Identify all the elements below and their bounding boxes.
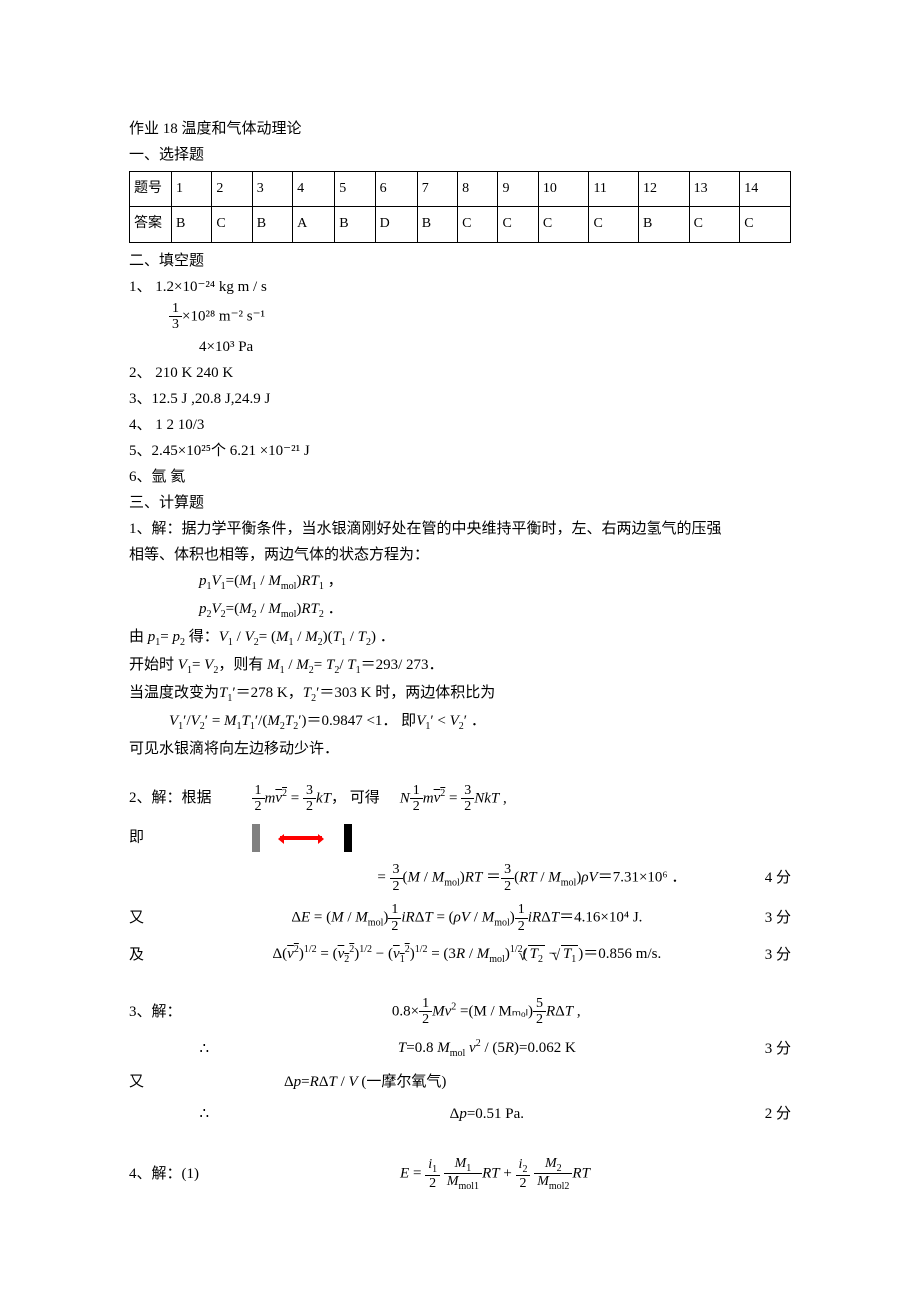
answer: B [252,207,292,242]
col-num: 6 [375,172,417,207]
calc3-eq2: ∴ T=0.8 Mmol v2 / (5R)=0.062 K 3 分 [129,1036,791,1062]
calc3-l3: 又 Δp=RΔT / V (一摩尔氧气) [129,1070,791,1094]
answer: C [538,207,589,242]
answer: C [498,207,538,242]
title: 作业 18 温度和气体动理论 [129,117,791,141]
calc1-l6: 可见水银滴将向左边移动少许． [129,737,791,761]
table-row-answers: 答案 B C B A B D B C C C C B C C [130,207,791,242]
col-num: 3 [252,172,292,207]
calc1-l3: 由 p1= p2 得：V1 / V2= (M1 / M2)(T1 / T2) ． [129,625,791,651]
col-num: 8 [458,172,498,207]
calc-heading: 三、计算题 [129,491,791,515]
calc2-eq1: = 32(M / Mmol)RT ＝32(RT / Mmol)ρV＝7.31×1… [129,862,791,894]
calc1-eq3: V1′/V2′ = M1T1′/(M2T2′)＝0.9847 <1． 即V1′ … [129,709,791,735]
col-num: 2 [212,172,252,207]
col-num: 5 [335,172,375,207]
answer: C [689,207,740,242]
col-num: 7 [417,172,457,207]
calc2-l1: 2、解：根据 12mv2 = 32kT ， 可得 N12mv2 = 32NkT … [129,783,791,815]
choice-table: 题号 1 2 3 4 5 6 7 8 9 10 11 12 13 14 答案 B… [129,171,791,243]
row-label: 题号 [130,172,172,207]
embedded-object-icon [252,824,352,852]
fill-1a: 1、 1.2×10⁻²⁴ kg m / s [129,275,791,299]
calc4-l1: 4、解：(1) E = i12 M1Mmol1RT + i22 M2Mmol2R… [129,1156,791,1193]
calc2-l2: 即 [129,824,791,852]
fill-6: 6、氩 氦 [129,465,791,489]
fill-1b: 13×10²⁸ m⁻² s⁻¹ [129,301,791,333]
col-num: 4 [293,172,335,207]
table-row-header: 题号 1 2 3 4 5 6 7 8 9 10 11 12 13 14 [130,172,791,207]
calc1-eq2: p2V2=(M2 / Mmol)RT2 ． [129,597,791,623]
answer: B [335,207,375,242]
answer: B [638,207,689,242]
calc1-l5: 当温度改变为T1′＝278 K，T2′＝303 K 时，两边体积比为 [129,681,791,707]
col-num: 14 [740,172,791,207]
fill-1c: 4×10³ Pa [129,335,791,359]
calc3-eq3: ∴ Δp=0.51 Pa. 2 分 [129,1102,791,1126]
calc2-eq2: 又 ΔE = (M / Mmol)12iRΔT = (ρV / Mmol)12i… [129,902,791,934]
fill-3: 3、12.5 J ,20.8 J,24.9 J [129,387,791,411]
answer: C [212,207,252,242]
answer: A [293,207,335,242]
answer: C [589,207,639,242]
fill-5: 5、2.45×10²⁵个 6.21 ×10⁻²¹ J [129,439,791,463]
fill-heading: 二、填空题 [129,249,791,273]
answer: D [375,207,417,242]
calc1-eq1: p1V1=(M1 / Mmol)RT1 ， [129,569,791,595]
col-num: 13 [689,172,740,207]
calc1-l4: 开始时 V1= V2，则有 M1 / M2= T2/ T1＝293/ 273． [129,653,791,679]
col-num: 12 [638,172,689,207]
fill-2: 2、 210 K 240 K [129,361,791,385]
col-num: 11 [589,172,639,207]
answer: C [458,207,498,242]
answer: C [740,207,791,242]
col-num: 1 [172,172,212,207]
calc2-eq3: 及 Δ(v2)1/2 = (v22)1/2 − (v12)1/2 = (3R /… [129,942,791,968]
row-label: 答案 [130,207,172,242]
choice-heading: 一、选择题 [129,143,791,167]
answer: B [172,207,212,242]
calc3-l1: 3、解： 0.8×12Mv2 =(M / Mₘₒₗ)52RΔT , [129,996,791,1028]
calc1-l2: 相等、体积也相等，两边气体的状态方程为： [129,543,791,567]
fill-4: 4、 1 2 10/3 [129,413,791,437]
col-num: 10 [538,172,589,207]
answer: B [417,207,457,242]
calc1-l1: 1、解：据力学平衡条件，当水银滴刚好处在管的中央维持平衡时，左、右两边氢气的压强 [129,517,791,541]
col-num: 9 [498,172,538,207]
